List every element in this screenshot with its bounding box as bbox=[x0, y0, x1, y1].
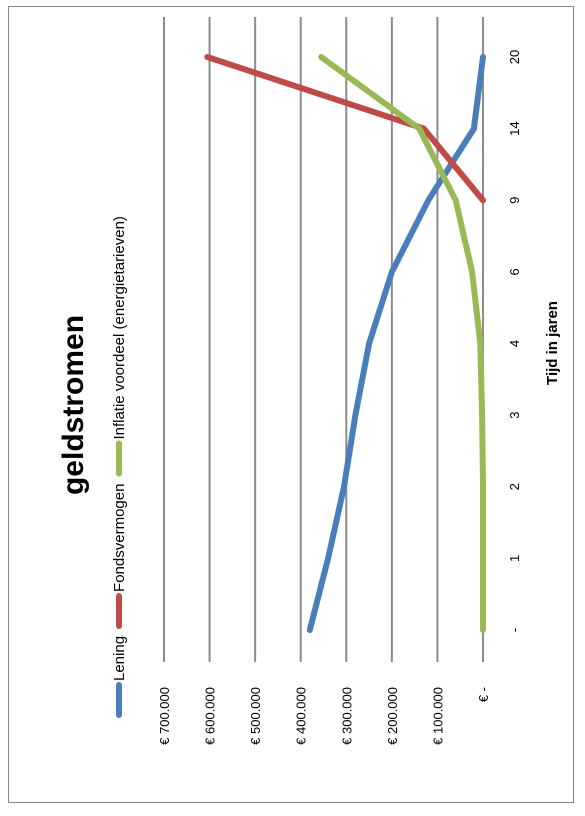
y-tick-label: € 300.000 bbox=[339, 687, 354, 745]
line-chart: € - € 100.000 € 200.000 € 300.000 € 400.000 €… bbox=[57, 17, 561, 745]
y-tick-label: € 700.000 bbox=[157, 687, 172, 745]
x-tick-label: 1 bbox=[507, 555, 522, 562]
y-tick-label: € 600.000 bbox=[203, 687, 218, 745]
grid-lines bbox=[163, 17, 484, 662]
series-lines bbox=[204, 54, 486, 633]
series-line bbox=[318, 54, 486, 633]
legend-label: Fondsvermogen bbox=[111, 484, 128, 592]
x-tick-label: 2 bbox=[507, 483, 522, 490]
x-tick-label: - bbox=[507, 628, 522, 632]
legend-label: Inflatie voordeel (energietarieven) bbox=[111, 216, 128, 439]
x-axis-label: Tijd in jaren bbox=[544, 301, 561, 385]
y-tick-label: € 500.000 bbox=[248, 687, 263, 745]
y-tick-label: € 400.000 bbox=[294, 687, 309, 745]
x-tick-label: 14 bbox=[507, 121, 522, 135]
x-tick-label: 9 bbox=[507, 197, 522, 204]
x-tick-label: 3 bbox=[507, 412, 522, 419]
series-line bbox=[306, 54, 486, 633]
x-tick-label: 20 bbox=[507, 50, 522, 64]
series-line bbox=[204, 54, 486, 204]
legend-label: Lening bbox=[111, 636, 128, 681]
chart-title: geldstromen bbox=[57, 315, 90, 495]
chart-frame: € - € 100.000 € 200.000 € 300.000 € 400.000 €… bbox=[8, 6, 574, 803]
y-tick-label: € 100.000 bbox=[430, 687, 445, 745]
x-axis-ticks: - 1 2 3 4 6 9 14 20 bbox=[507, 50, 522, 632]
x-tick-label: 4 bbox=[507, 340, 522, 347]
legend: Lening Fondsvermogen Inflatie voordeel (en… bbox=[111, 216, 128, 718]
y-tick-label: € 200.000 bbox=[385, 687, 400, 745]
y-axis-ticks: € - € 100.000 € 200.000 € 300.000 € 400.000 €… bbox=[157, 687, 491, 745]
x-tick-label: 6 bbox=[507, 268, 522, 275]
y-tick-label: € - bbox=[476, 687, 491, 702]
